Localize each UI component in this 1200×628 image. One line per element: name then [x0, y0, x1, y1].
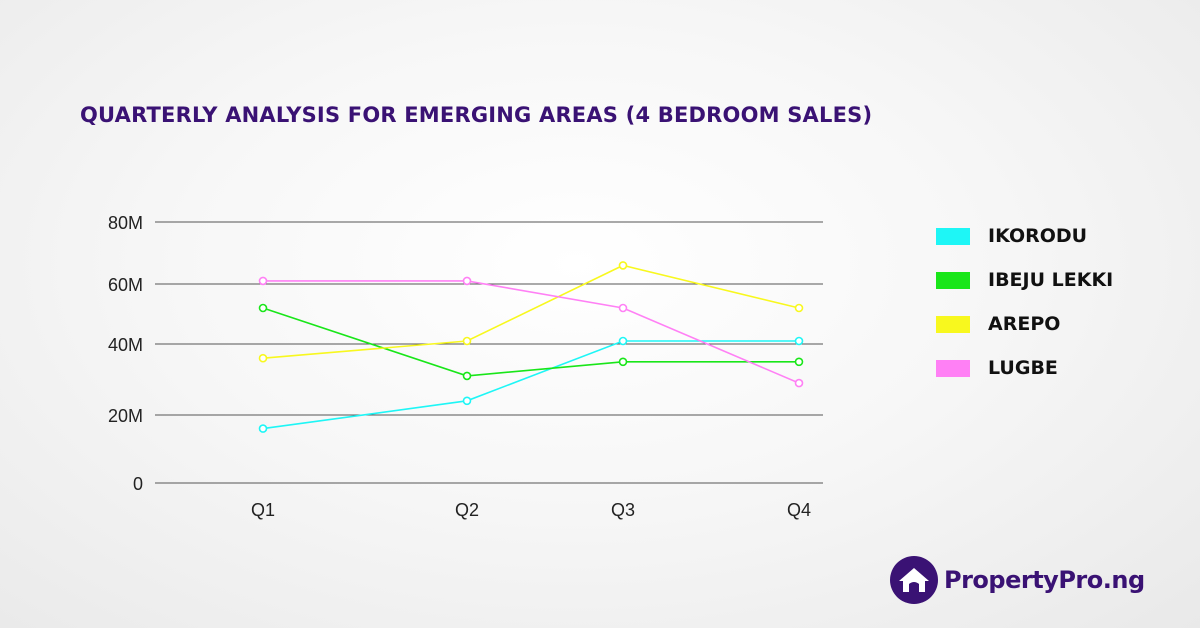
legend-label: IBEJU LEKKI [988, 269, 1114, 291]
brand-name: PropertyPro.ng [944, 566, 1145, 594]
y-axis-ticks: 0 20M 40M 60M 80M [108, 213, 143, 494]
series-line [262, 264, 800, 359]
x-axis-ticks: Q1 Q2 Q3 Q4 [251, 500, 811, 520]
data-point [794, 303, 804, 313]
x-tick-label: Q4 [787, 500, 811, 520]
series-lines [262, 264, 800, 430]
data-point [258, 303, 268, 313]
line-chart: 0 20M 40M 60M 80M Q1 Q2 Q3 Q4 [108, 213, 823, 520]
series-line [263, 280, 800, 384]
series-line [262, 307, 799, 377]
y-tick-label: 40M [108, 335, 143, 355]
legend-label: IKORODU [988, 225, 1088, 247]
data-point [462, 396, 472, 406]
legend-item: AREPO [936, 302, 1176, 346]
legend-swatch [936, 359, 970, 377]
y-tick-label: 60M [108, 275, 143, 295]
data-point [794, 378, 804, 388]
house-icon [890, 556, 938, 604]
legend-swatch [936, 227, 970, 245]
legend: IKORODU IBEJU LEKKI AREPO LUGBE [936, 214, 1176, 390]
y-tick-label: 80M [108, 213, 143, 233]
legend-label: AREPO [988, 313, 1061, 335]
data-point [462, 276, 472, 286]
data-point [462, 336, 472, 346]
y-tick-label: 0 [133, 474, 143, 494]
legend-swatch [936, 315, 970, 333]
x-tick-label: Q3 [611, 500, 635, 520]
series-line [262, 340, 799, 430]
legend-item: LUGBE [936, 346, 1176, 390]
data-point [462, 371, 472, 381]
legend-label: LUGBE [988, 357, 1058, 379]
x-tick-label: Q1 [251, 500, 275, 520]
data-point [258, 353, 268, 363]
data-point [618, 357, 628, 367]
data-point [618, 303, 628, 313]
x-tick-label: Q2 [455, 500, 479, 520]
chart-title: QUARTERLY ANALYSIS FOR EMERGING AREAS (4… [80, 103, 873, 127]
data-point [258, 424, 268, 433]
legend-item: IKORODU [936, 214, 1176, 258]
data-point [258, 276, 268, 286]
legend-swatch [936, 271, 970, 289]
data-point [794, 336, 804, 346]
gridlines [155, 221, 823, 484]
data-point [794, 357, 804, 367]
y-tick-label: 20M [108, 406, 143, 426]
series-points [258, 261, 804, 433]
data-point [618, 261, 628, 270]
legend-item: IBEJU LEKKI [936, 258, 1176, 302]
brand-logo: PropertyPro.ng [890, 556, 1145, 604]
data-point [618, 336, 628, 346]
